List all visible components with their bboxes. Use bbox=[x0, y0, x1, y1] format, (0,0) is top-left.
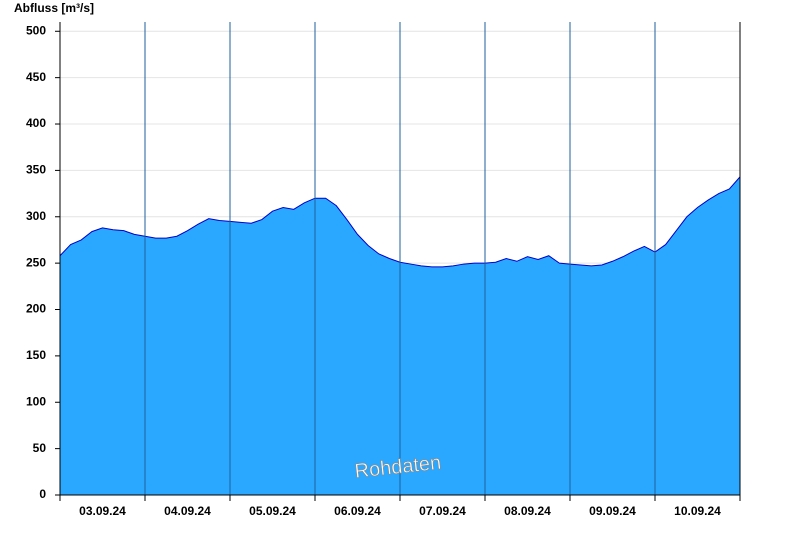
x-tick-label: 06.09.24 bbox=[334, 504, 381, 518]
x-tick-label: 03.09.24 bbox=[79, 504, 126, 518]
x-tick-label: 08.09.24 bbox=[504, 504, 551, 518]
y-tick-label: 0 bbox=[39, 487, 46, 501]
y-tick-label: 250 bbox=[26, 255, 46, 269]
y-tick-label: 50 bbox=[33, 441, 47, 455]
y-tick-label: 400 bbox=[26, 116, 46, 130]
x-tick-label: 05.09.24 bbox=[249, 504, 296, 518]
y-axis-label: Abfluss [m³/s] bbox=[14, 1, 94, 15]
y-tick-label: 200 bbox=[26, 302, 46, 316]
y-tick-label: 350 bbox=[26, 163, 46, 177]
x-tick-label: 07.09.24 bbox=[419, 504, 466, 518]
y-tick-label: 300 bbox=[26, 209, 46, 223]
y-tick-label: 500 bbox=[26, 23, 46, 37]
y-tick-label: 450 bbox=[26, 70, 46, 84]
y-tick-label: 100 bbox=[26, 394, 46, 408]
x-tick-label: 04.09.24 bbox=[164, 504, 211, 518]
y-tick-label: 150 bbox=[26, 348, 46, 362]
x-tick-label: 10.09.24 bbox=[674, 504, 721, 518]
x-tick-label: 09.09.24 bbox=[589, 504, 636, 518]
